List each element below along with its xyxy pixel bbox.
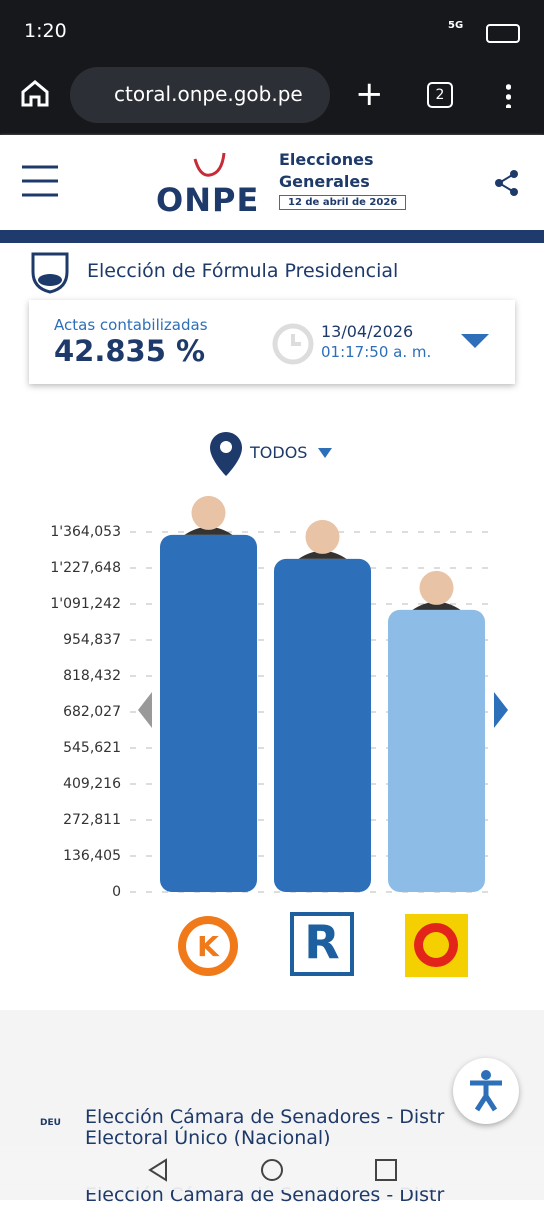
summary-card: Actas contabilizadas 42.835 % 13/04/2026… [29, 300, 515, 384]
update-date: 13/04/2026 [321, 322, 414, 341]
clock-icon [272, 323, 314, 365]
y-tick-label: 0 [112, 884, 121, 900]
svg-text:R: R [304, 916, 339, 970]
nav-buttons[interactable] [146, 1158, 398, 1182]
chart: 1'364,053 1'227,648 1'091,242 954,837 818,43… [50, 495, 508, 977]
election-date: 12 de abril de 2026 [279, 195, 407, 210]
expand[interactable] [461, 334, 489, 350]
system-bars: 1:20 5G ctoral.onpe.gob.pe + 2 [0, 0, 544, 135]
bar [274, 558, 371, 892]
y-tick-label: 136,405 [63, 848, 121, 864]
deu-badge: DEU [40, 1118, 61, 1128]
filter-arrow [318, 448, 332, 458]
title-line: Elección Cámara de Senadores - Distr [85, 1106, 445, 1128]
clock: 1:20 [24, 20, 67, 42]
stripe [0, 230, 544, 243]
next-section-title: Elección Cámara de Senadores - Distr Elec… [85, 1107, 444, 1149]
y-tick-label: 818,432 [63, 668, 121, 684]
y-tick-label: 682,027 [63, 704, 121, 720]
y-tick-label: 545,621 [63, 740, 121, 756]
title-line: Generales [279, 172, 370, 191]
y-tick-label: 409,216 [63, 776, 121, 792]
y-tick-label: 954,837 [63, 632, 121, 648]
filter[interactable]: TODOS [250, 443, 308, 462]
section-title: Elección de Fórmula Presidencial [87, 260, 399, 282]
network: 5G [448, 20, 464, 31]
logo-mark [193, 152, 226, 177]
location-pin [210, 432, 242, 476]
url: ctoral.onpe.gob.pe [114, 82, 303, 106]
bar [160, 534, 257, 892]
actas-label: Actas contabilizadas [54, 316, 208, 334]
prev-arrow[interactable] [138, 692, 152, 728]
share[interactable] [494, 169, 520, 197]
logo: ONPE [156, 181, 260, 219]
site-header: ONPE Elecciones Generales 12 de abril de … [0, 135, 544, 230]
candidate-photo [184, 495, 233, 535]
next-arrow[interactable] [494, 692, 508, 728]
accessibility-icon [470, 1070, 502, 1112]
candidate-photo [298, 519, 347, 559]
url-bar[interactable]: ctoral.onpe.gob.pe [70, 67, 330, 123]
tabs[interactable]: 2 [427, 82, 453, 108]
title-line: Electoral Único (Nacional) [85, 1127, 331, 1149]
battery [486, 24, 520, 43]
title-line: Elecciones [279, 150, 374, 169]
deu-logo: DEU [28, 1106, 72, 1146]
svg-text:K: K [197, 930, 220, 963]
coat-of-arms [31, 252, 69, 294]
party-logos: K R [178, 912, 468, 977]
bar [388, 609, 485, 892]
menu[interactable] [506, 82, 511, 108]
candidate-photo [412, 570, 461, 610]
home-button[interactable] [20, 78, 50, 108]
hamburger[interactable] [22, 165, 58, 197]
accessibility[interactable] [453, 1058, 519, 1124]
y-tick-label: 1'091,242 [50, 596, 121, 612]
y-tick-label: 1'227,648 [50, 560, 121, 576]
new-tab[interactable]: + [355, 74, 384, 114]
y-tick-label: 1'364,053 [50, 524, 121, 540]
update-time: 01:17:50 a. m. [321, 343, 432, 361]
header-title: Elecciones Generales [279, 149, 373, 193]
y-tick-label: 272,811 [63, 812, 121, 828]
nav-bar [0, 1146, 544, 1190]
actas-value: 42.835 % [54, 334, 206, 368]
